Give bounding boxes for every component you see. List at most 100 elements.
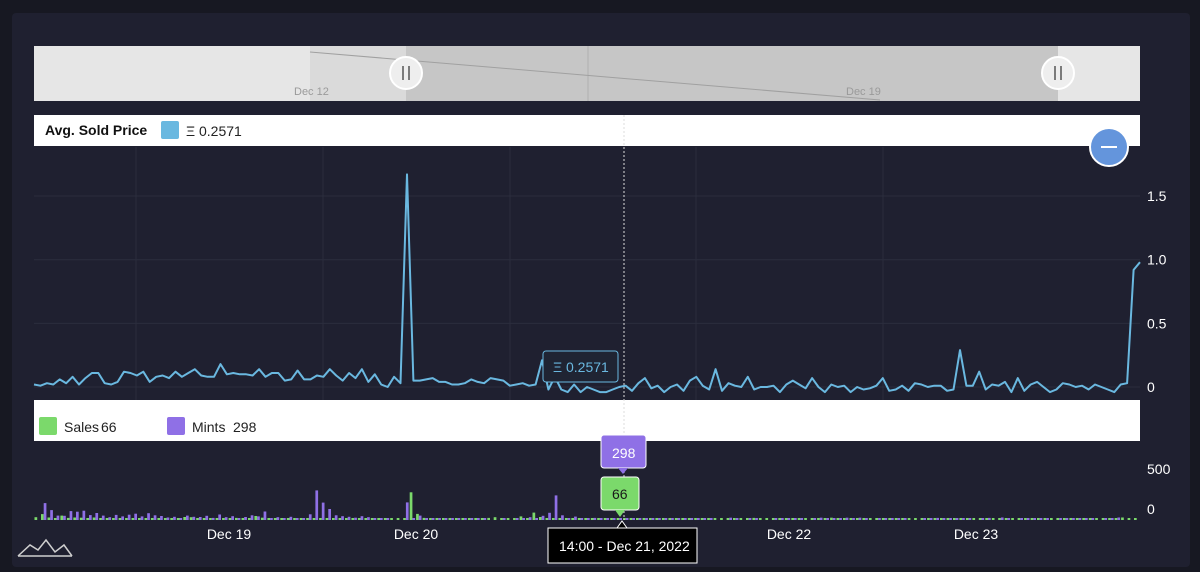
sales-bar [202,518,206,520]
mints-bar [748,518,752,520]
price-y-axis: 1.5 1.0 0.5 0 [1147,188,1167,395]
sales-bar [584,518,587,520]
sales-bar [228,518,232,520]
price-legend-value: Ξ 0.2571 [186,123,242,139]
mints-bar [651,518,655,520]
mints-bar [593,517,597,520]
mints-bar [328,509,331,520]
sales-bar [855,518,859,520]
sales-bar [577,518,581,520]
mints-bar [1078,518,1082,520]
mints-bar [173,516,176,520]
sales-bar [1088,518,1092,520]
sales-bar [888,518,891,520]
mints-bar [684,518,687,520]
sales-bar [306,518,309,520]
mints-bar [386,518,390,520]
sales-bar [655,518,659,520]
sales-bar [1101,518,1105,520]
mints-bar [677,518,681,520]
mints-bar [405,502,409,520]
mints-bar [367,517,370,520]
sales-bar [189,517,193,520]
sales-bar [985,518,988,520]
mints-bar [360,516,364,520]
sales-bar [480,518,484,520]
sales-bar [131,518,135,520]
sales-bar [448,518,452,520]
sales-bar [830,517,833,520]
sales-bar [674,518,678,520]
sales-bar [1095,518,1098,520]
sales-bar [396,518,400,520]
x-tick-label: Dec 22 [767,526,812,542]
navigator-left-handle[interactable] [389,56,423,90]
sales-bar [1043,518,1047,520]
sales-bar [636,518,639,520]
sales-bar [687,518,691,520]
mints-bar [483,518,487,520]
mints-bar [250,515,254,520]
mints-bar [444,518,448,520]
mints-bar [418,515,422,520]
mints-bar [664,518,668,520]
mints-bar [69,511,73,520]
mints-bar [425,518,428,520]
sales-bar [1127,518,1131,520]
mints-hover-label: 298 [600,434,647,474]
mints-bar [658,518,661,520]
sales-bar [409,492,413,520]
sales-bar [532,512,536,520]
mints-bar [270,518,273,520]
mints-bar [1104,518,1108,520]
sales-bar [273,518,277,520]
sales-bar [1075,518,1079,520]
sales-bar [209,518,212,520]
sales-bar [280,518,283,520]
sales-bar [810,518,814,520]
sales-bar [500,518,503,520]
mints-bar [606,518,610,520]
sales-bar [196,518,199,520]
sales-bar [241,518,245,520]
sales-bar [868,518,872,520]
sales-bar [597,518,600,520]
mints-hover-value: 298 [612,445,636,461]
sales-bar [157,518,161,520]
mints-bar [341,516,344,520]
sales-bar [170,518,173,520]
sales-bar [603,518,607,520]
sales-bar [493,517,497,520]
price-legend: Avg. Sold Price Ξ 0.2571 [34,115,1140,146]
mints-bar [231,516,234,520]
sales-bar [1082,518,1085,520]
mints-bar [205,515,209,520]
sales-bar [700,518,704,520]
sales-bar [351,518,355,520]
sales-bar [513,518,516,520]
date-tooltip-text: 14:00 - Dec 21, 2022 [559,538,690,554]
sales-bar [86,518,89,520]
price-y-tick-label: 0.5 [1147,315,1167,331]
navigator-right-handle[interactable] [1041,56,1075,90]
sales-bar [125,518,128,520]
sales-bar [551,518,555,520]
sales-bar [222,518,225,520]
sales-bar [41,514,44,520]
navigator[interactable]: Dec 12 Dec 19 [34,46,1140,101]
zoom-out-button[interactable] [1089,127,1129,167]
mints-bar [638,518,642,520]
mints-bar [153,515,157,520]
mints-bar [63,515,66,520]
sales-bar [1017,518,1021,520]
mints-bar [619,518,622,520]
mints-bar [942,518,946,520]
navigator-selected-range[interactable] [406,46,1058,101]
price-legend-background [34,115,1140,146]
sales-bar [823,518,827,520]
sales-bar [215,518,219,520]
sales-bar [739,518,743,520]
mints-bar [923,518,926,520]
mints-bar [1033,518,1036,520]
sales-bar [694,518,697,520]
